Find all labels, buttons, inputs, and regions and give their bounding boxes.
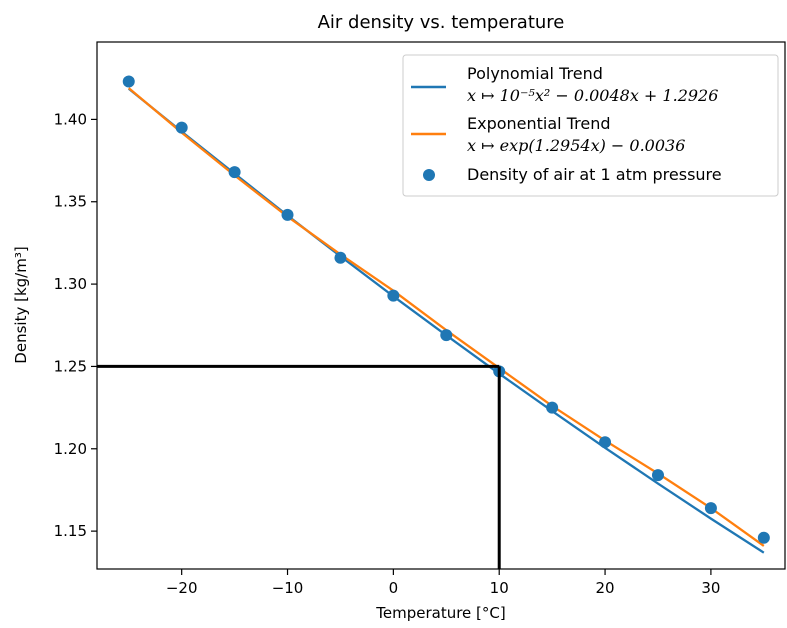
legend-label-exponential: Exponential Trend — [467, 114, 611, 133]
plot-frame — [96, 41, 786, 570]
x-axis: −20 −10 0 10 20 30 — [166, 569, 720, 597]
data-point — [599, 436, 612, 449]
x-axis-label: Temperature [°C] — [375, 604, 505, 622]
data-point — [546, 401, 559, 414]
y-tick-label: 1.15 — [54, 522, 87, 540]
legend-marker-scatter — [423, 169, 435, 181]
chart-title: Air density vs. temperature — [318, 12, 565, 33]
data-point — [651, 469, 664, 482]
y-axis: 1.15 1.20 1.25 1.30 1.35 1.40 — [54, 110, 97, 540]
data-point — [122, 75, 135, 88]
data-point — [228, 166, 241, 179]
legend-formula-polynomial: x ↦ 10⁻⁵x² − 0.0048x + 1.2926 — [467, 86, 718, 105]
data-point — [704, 502, 717, 515]
x-tick-label: 30 — [701, 579, 720, 597]
legend-formula-exponential: x ↦ exp(1.2954x) − 0.0036 — [467, 136, 685, 155]
x-tick-label: −20 — [166, 579, 198, 597]
x-tick-label: 20 — [596, 579, 615, 597]
legend-label-scatter: Density of air at 1 atm pressure — [467, 165, 722, 184]
data-point — [175, 121, 188, 134]
legend-label-polynomial: Polynomial Trend — [467, 64, 603, 83]
data-point — [387, 289, 400, 302]
y-tick-label: 1.30 — [54, 275, 87, 293]
y-tick-label: 1.35 — [54, 193, 87, 211]
y-axis-label: Density [kg/m³] — [12, 246, 30, 363]
y-tick-label: 1.20 — [54, 440, 87, 458]
data-point — [281, 208, 294, 221]
data-point — [334, 251, 347, 264]
x-tick-label: 0 — [389, 579, 399, 597]
legend: Polynomial Trend x ↦ 10⁻⁵x² − 0.0048x + … — [402, 54, 779, 197]
legend-box — [402, 54, 779, 197]
y-tick-label: 1.40 — [54, 110, 87, 128]
x-tick-label: −10 — [272, 579, 304, 597]
y-tick-label: 1.25 — [54, 357, 87, 375]
data-point — [440, 329, 453, 342]
plot-area — [97, 75, 770, 569]
data-point — [757, 531, 770, 544]
plot-clipped-layer — [97, 75, 770, 569]
x-tick-label: 10 — [490, 579, 509, 597]
